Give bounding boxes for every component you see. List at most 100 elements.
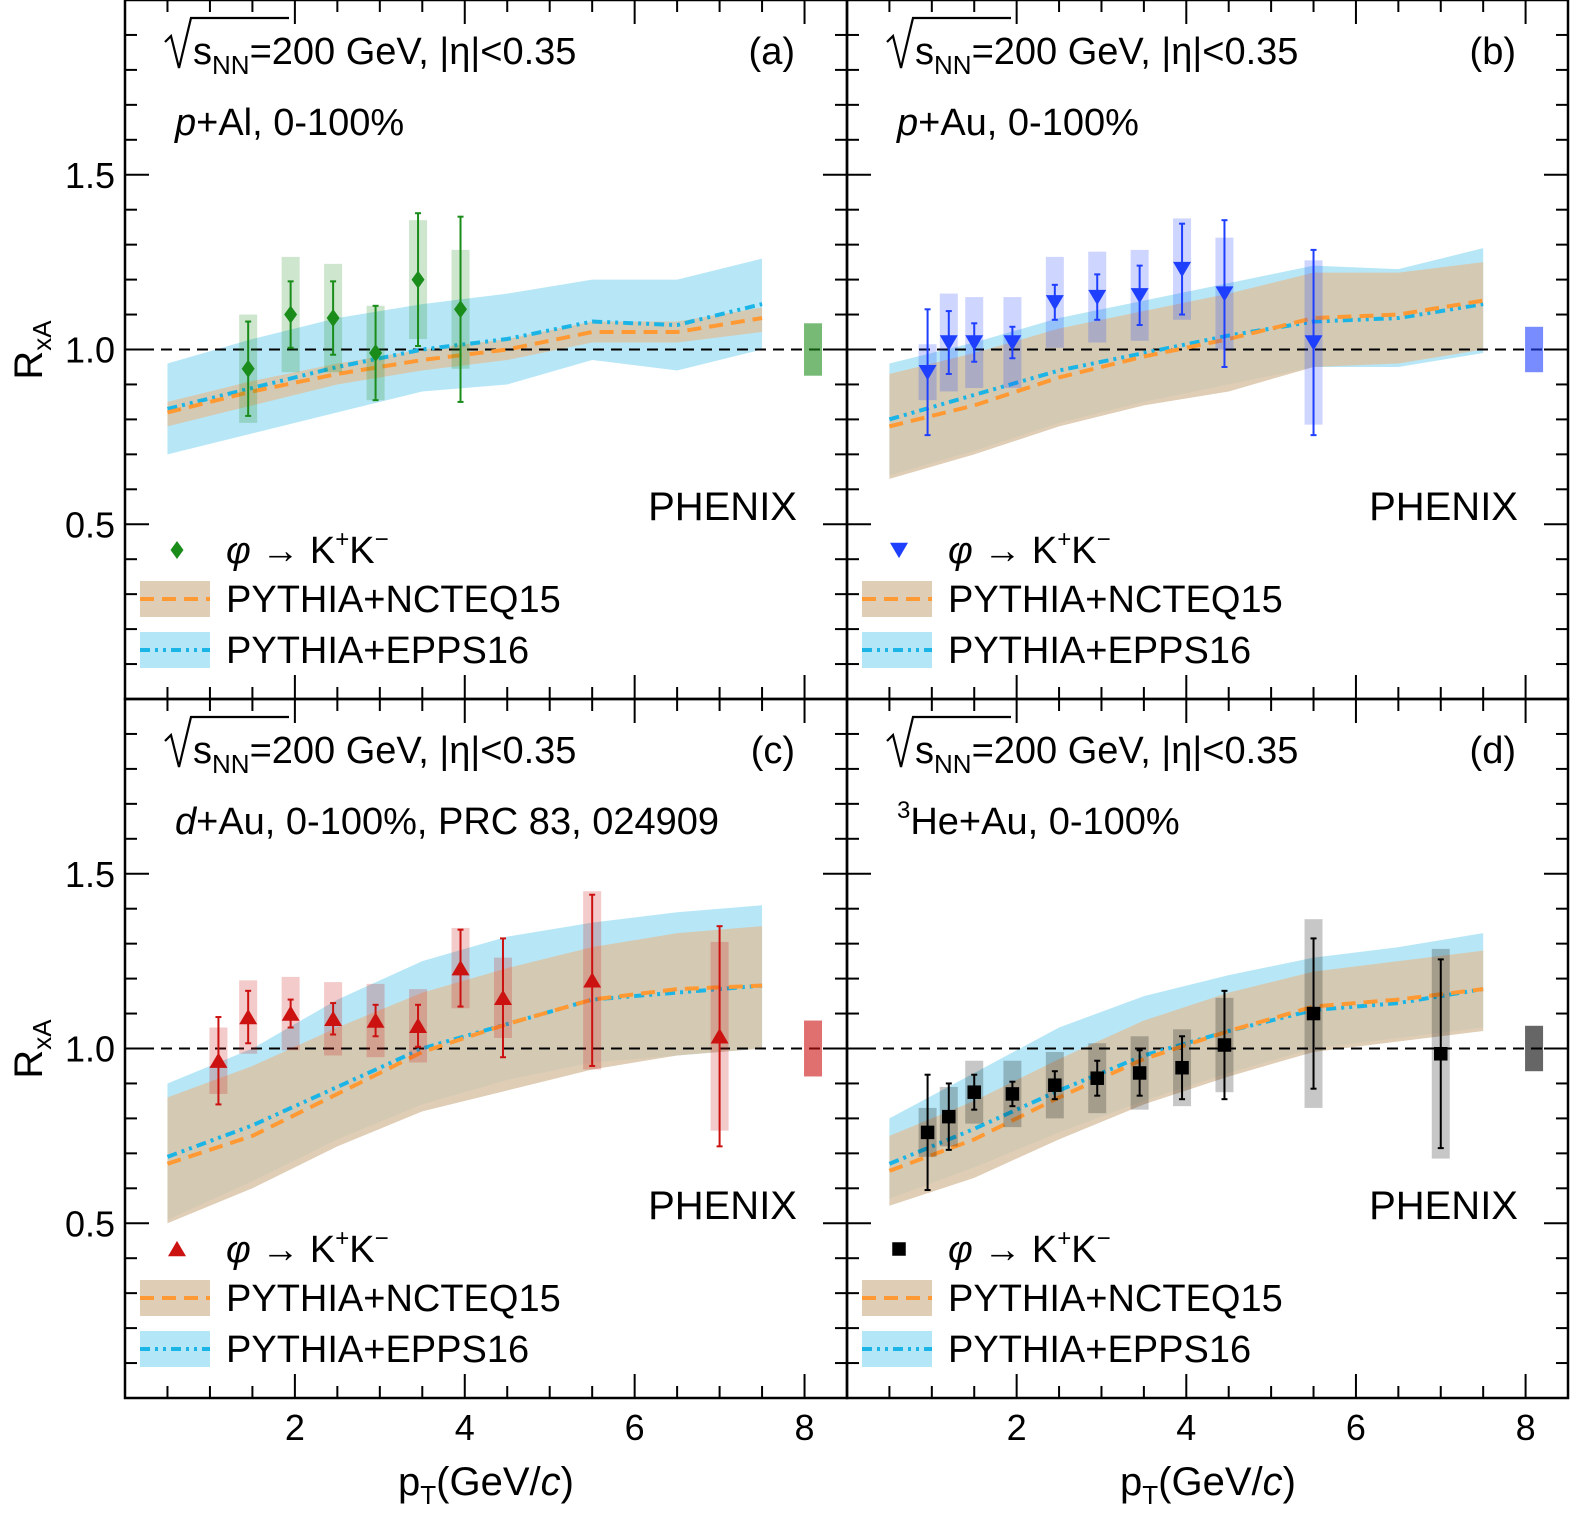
energy-s: s <box>193 31 212 73</box>
system-label: p+Al, 0-100% <box>174 102 404 144</box>
energy-label: sNN=200 GeV, |η|<0.35 <box>915 730 1298 779</box>
data-point <box>409 989 428 1063</box>
legend-ncteq15-label: PYTHIA+NCTEQ15 <box>226 579 561 621</box>
experiment-label: PHENIX <box>648 1184 797 1228</box>
y-axis-title-sub: xA <box>27 320 57 351</box>
data-point <box>281 256 300 373</box>
data-point <box>1045 1051 1064 1119</box>
data-point <box>1304 919 1323 1108</box>
data-point <box>1088 251 1107 343</box>
y-tick-label: 0.5 <box>65 504 115 545</box>
plot-area <box>125 212 847 455</box>
y-axis-title-top: RxA <box>7 320 57 380</box>
experiment-label: PHENIX <box>1369 485 1518 529</box>
data-marker <box>411 270 425 289</box>
plot-area <box>125 891 847 1224</box>
svg-text:RxA: RxA <box>7 320 57 380</box>
system-rest: +Au, 0-100% <box>918 102 1139 144</box>
data-marker <box>1175 1060 1189 1075</box>
data-point <box>409 212 428 348</box>
data-marker <box>918 365 937 381</box>
data-marker <box>583 972 602 988</box>
data-point <box>1215 989 1234 1101</box>
energy-sub: NN <box>934 749 972 779</box>
data-marker <box>241 359 255 378</box>
x-tick-label: 2 <box>285 1407 305 1448</box>
data-point <box>965 297 984 388</box>
data-marker <box>281 1005 300 1021</box>
ncteq15-line <box>166 983 763 1166</box>
system-label: p+Au, 0-100% <box>896 102 1139 144</box>
data-point <box>583 891 602 1070</box>
epps16-line <box>166 302 763 411</box>
x-tick-label: 6 <box>1346 1407 1366 1448</box>
data-marker <box>1045 295 1064 311</box>
legend-data-label: φ → K+K− <box>226 1225 389 1271</box>
data-marker <box>493 989 512 1006</box>
data-point <box>1003 297 1022 388</box>
data-point <box>939 293 958 392</box>
data-point <box>1130 249 1149 341</box>
energy-value: =200 GeV, |η|<0.35 <box>250 31 577 73</box>
data-marker <box>451 960 470 976</box>
data-point <box>209 1016 228 1106</box>
data-marker <box>1217 1038 1232 1052</box>
legend-data-marker <box>892 1242 906 1256</box>
y-tick-label: 1.5 <box>65 155 115 196</box>
data-point <box>1173 218 1192 320</box>
data-point <box>939 1082 958 1151</box>
legend: φ → K+K− PYTHIA+NCTEQ15 PYTHIA+EPPS16 <box>140 1225 561 1371</box>
legend-data-marker <box>170 541 184 559</box>
data-marker <box>710 1028 729 1044</box>
data-marker <box>284 305 298 324</box>
energy-value: =200 GeV, |η|<0.35 <box>250 730 577 772</box>
y-tick-label: 1.5 <box>65 854 115 895</box>
data-point <box>965 1060 984 1124</box>
data-point <box>493 937 512 1059</box>
data-marker <box>409 1017 428 1033</box>
panel-c: 2 4 6 8 0.5 1.0 1.5 sNN=200 GeV, |η|<0.35 (c) d+A… <box>65 697 849 1448</box>
energy-label: sNN=200 GeV, |η|<0.35 <box>193 730 576 779</box>
ncteq15-band <box>167 307 763 427</box>
data-point <box>1431 948 1450 1159</box>
data-marker <box>369 343 383 362</box>
system-rest: He+Au, 0-100% <box>910 801 1179 843</box>
panel-label: (b) <box>1470 31 1516 73</box>
global-sys-box <box>1525 326 1544 373</box>
energy-s: s <box>193 730 212 772</box>
data-marker <box>366 1012 385 1028</box>
legend-epps16-label: PYTHIA+EPPS16 <box>948 1329 1251 1371</box>
data-marker <box>1090 1071 1104 1085</box>
experiment-label: PHENIX <box>648 485 797 529</box>
data-marker <box>967 1085 981 1099</box>
energy-value: =200 GeV, |η|<0.35 <box>972 730 1299 772</box>
x-tick-label: 8 <box>1516 1407 1536 1448</box>
data-point <box>239 314 258 423</box>
data-marker <box>920 1125 935 1140</box>
data-marker <box>1132 1066 1147 1080</box>
data-marker <box>939 335 958 351</box>
ncteq15-band <box>167 926 763 1224</box>
data-point <box>451 215 470 403</box>
panel-label: (c) <box>751 730 795 772</box>
y-tick-label: 0.5 <box>65 1203 115 1244</box>
data-point <box>1045 256 1064 348</box>
y-axis-title-sub: xA <box>27 1019 57 1050</box>
ncteq15-line <box>166 316 763 415</box>
x-axis-title-right: pT(GeV/c) <box>1120 1460 1296 1510</box>
data-marker <box>1003 335 1022 351</box>
sqrt-sign <box>164 715 289 768</box>
legend: φ → K+K− PYTHIA+NCTEQ15 PYTHIA+EPPS16 <box>862 1225 1283 1371</box>
energy-s: s <box>915 730 934 772</box>
system-italic: d <box>175 801 198 843</box>
data-marker <box>1215 286 1234 302</box>
data-marker <box>1173 261 1192 278</box>
experiment-label: PHENIX <box>1369 1184 1518 1228</box>
epps16-line <box>888 302 1484 422</box>
legend-ncteq15-label: PYTHIA+NCTEQ15 <box>948 1278 1283 1320</box>
data-marker <box>1005 1087 1020 1101</box>
energy-value: =200 GeV, |η|<0.35 <box>972 31 1299 73</box>
ncteq15-band <box>889 950 1484 1206</box>
data-marker <box>1130 288 1149 304</box>
